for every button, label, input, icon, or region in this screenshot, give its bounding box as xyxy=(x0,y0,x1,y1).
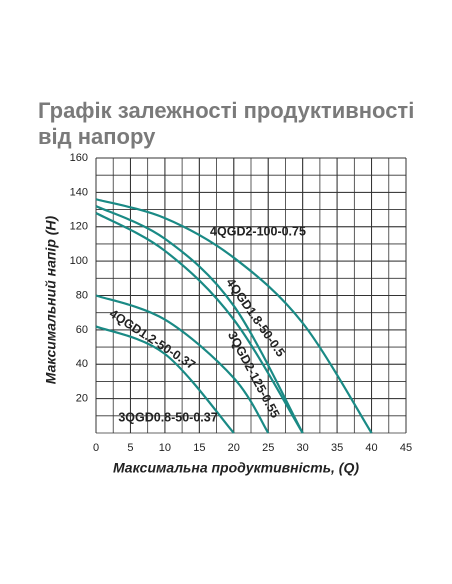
y-tick-label: 80 xyxy=(76,289,88,301)
series-label: 3QGD0.8-50-0.37 xyxy=(118,410,217,424)
x-tick-label: 20 xyxy=(228,442,240,454)
y-tick-label: 100 xyxy=(70,255,88,267)
x-tick-label: 30 xyxy=(297,442,309,454)
curve xyxy=(95,294,270,434)
y-tick-label: 160 xyxy=(70,152,88,164)
x-tick-label: 45 xyxy=(400,442,412,454)
curve xyxy=(95,198,373,434)
chart-title: Графік залежності продуктивності від нап… xyxy=(38,98,415,149)
y-axis-label: Максимальний напір (H) xyxy=(43,215,59,384)
series-label: 4QGD1.2-50-0.37 xyxy=(107,306,198,372)
y-tick-label: 120 xyxy=(70,221,88,233)
x-tick-label: 15 xyxy=(193,442,205,454)
x-tick-label: 25 xyxy=(262,442,274,454)
series-label: 4QGD2-100-0.75 xyxy=(210,224,306,238)
curve xyxy=(95,205,304,434)
y-tick-label: 140 xyxy=(70,186,88,198)
curve xyxy=(95,212,304,434)
x-tick-label: 5 xyxy=(127,442,133,454)
y-tick-label: 40 xyxy=(76,358,88,370)
x-tick-label: 0 xyxy=(93,442,99,454)
x-tick-label: 35 xyxy=(331,442,343,454)
x-axis-label: Максимальна продуктивність, (Q) xyxy=(113,460,359,476)
curve xyxy=(95,325,235,434)
x-tick-label: 40 xyxy=(365,442,377,454)
y-tick-label: 60 xyxy=(76,324,88,336)
y-tick-label: 20 xyxy=(76,393,88,405)
x-tick-label: 10 xyxy=(159,442,171,454)
